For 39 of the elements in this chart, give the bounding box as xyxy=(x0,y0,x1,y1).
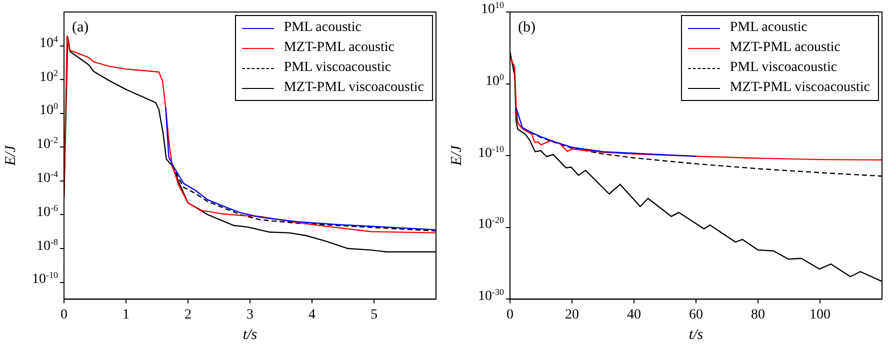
legend-label: MZT-PML viscoacoustic xyxy=(730,80,870,96)
x-tick-label: 3 xyxy=(246,307,254,322)
y-tick-label: 10$^{-6}$ xyxy=(36,202,58,220)
y-tick-label: 10$^{2}$ xyxy=(40,68,58,85)
legend-label: MZT-PML acoustic xyxy=(284,40,394,56)
x-tick-label: 5 xyxy=(370,307,378,322)
y-tick-label: 10$^{0}$ xyxy=(486,72,504,89)
y-axis-title: E/J xyxy=(448,144,465,167)
y-tick-label: 10$^{-20}$ xyxy=(478,215,504,232)
legend-label: MZT-PML viscoacoustic xyxy=(284,80,424,96)
legend-label: PML viscoacoustic xyxy=(730,60,838,76)
legend-label: PML acoustic xyxy=(730,20,808,36)
x-tick-label: 0 xyxy=(506,307,514,322)
x-tick-label: 20 xyxy=(565,307,579,322)
annotation: (a) xyxy=(72,19,89,36)
x-axis-title: t/s xyxy=(688,326,704,343)
legend-label: PML viscoacoustic xyxy=(284,60,392,76)
x-tick-label: 100 xyxy=(810,307,830,322)
y-tick-label: 10$^{-4}$ xyxy=(36,168,58,186)
x-tick-label: 4 xyxy=(308,307,316,322)
y-tick-label: 10$^{10}$ xyxy=(481,0,504,17)
x-tick-label: 40 xyxy=(627,307,641,322)
legend-label: MZT-PML acoustic xyxy=(730,40,840,56)
y-tick-label: 10$^{-10}$ xyxy=(32,270,58,288)
annotation: (b) xyxy=(518,19,536,36)
y-tick-label: 10$^{-30}$ xyxy=(478,287,504,304)
legend-label: PML acoustic xyxy=(284,20,362,36)
x-tick-label: 1 xyxy=(122,307,130,322)
y-tick-label: 10$^{-8}$ xyxy=(36,236,58,254)
y-tick-label: 10$^{0}$ xyxy=(40,101,58,118)
y-tick-label: 10$^{4}$ xyxy=(40,34,58,51)
x-tick-label: 80 xyxy=(751,307,765,322)
x-axis-title: t/s xyxy=(242,326,258,343)
y-tick-label: 10$^{-10}$ xyxy=(478,144,504,161)
y-axis-title: E/J xyxy=(2,144,19,167)
y-tick-label: 10$^{-2}$ xyxy=(36,135,58,152)
x-tick-label: 60 xyxy=(689,307,703,322)
x-tick-label: 2 xyxy=(184,307,192,322)
x-tick-label: 0 xyxy=(60,307,68,322)
